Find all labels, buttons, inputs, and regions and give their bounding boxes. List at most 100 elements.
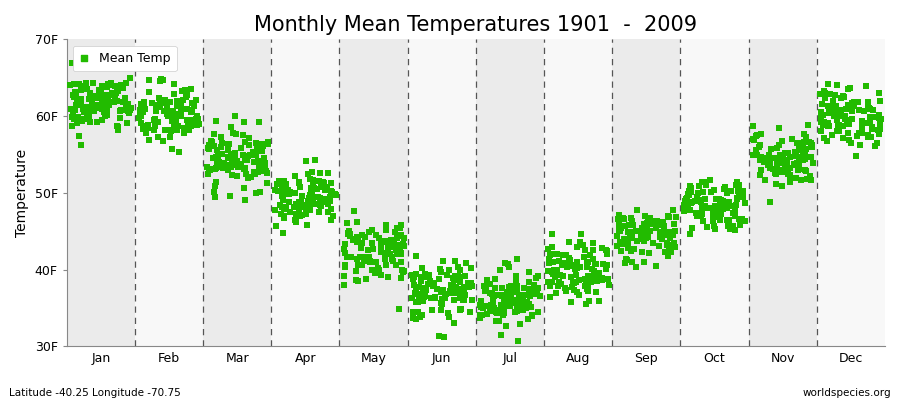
Point bbox=[706, 218, 721, 225]
Point bbox=[505, 284, 519, 290]
Point bbox=[289, 211, 303, 217]
Point bbox=[282, 198, 296, 205]
Point bbox=[703, 188, 717, 195]
Point bbox=[637, 259, 652, 265]
Point bbox=[82, 113, 96, 119]
Point bbox=[70, 120, 85, 126]
Point bbox=[854, 129, 868, 136]
Point bbox=[116, 85, 130, 92]
Point bbox=[354, 245, 368, 252]
Point bbox=[720, 205, 734, 211]
Point bbox=[473, 304, 488, 310]
Point bbox=[845, 103, 859, 109]
Point bbox=[763, 146, 778, 152]
Point bbox=[814, 109, 829, 115]
Point bbox=[277, 213, 292, 219]
Point bbox=[376, 238, 391, 244]
Point bbox=[406, 315, 420, 322]
Point bbox=[641, 233, 655, 240]
Point bbox=[512, 292, 526, 299]
Point bbox=[774, 168, 788, 175]
Point bbox=[634, 236, 648, 242]
Point bbox=[724, 187, 739, 194]
Point bbox=[210, 165, 224, 171]
Point bbox=[409, 316, 423, 323]
Point bbox=[688, 198, 702, 204]
Point bbox=[580, 286, 594, 292]
Point bbox=[397, 243, 411, 249]
Point bbox=[586, 247, 600, 253]
Point bbox=[237, 166, 251, 172]
Point bbox=[520, 299, 535, 306]
Bar bbox=[339, 39, 408, 346]
Point bbox=[478, 288, 492, 294]
Point bbox=[787, 161, 801, 168]
Point bbox=[258, 161, 273, 168]
Point bbox=[666, 207, 680, 213]
Point bbox=[310, 194, 325, 200]
Point bbox=[799, 168, 814, 174]
Point bbox=[379, 262, 393, 268]
Point bbox=[570, 289, 584, 296]
Point bbox=[713, 201, 727, 207]
Point bbox=[166, 123, 181, 129]
Point bbox=[509, 307, 524, 314]
Point bbox=[656, 232, 670, 238]
Point bbox=[132, 115, 147, 121]
Point bbox=[569, 279, 583, 286]
Point bbox=[165, 118, 179, 124]
Point bbox=[763, 161, 778, 167]
Point bbox=[600, 251, 615, 258]
Point bbox=[137, 124, 151, 130]
Point bbox=[204, 138, 219, 144]
Point bbox=[478, 287, 492, 293]
Point bbox=[180, 106, 194, 112]
Point bbox=[392, 225, 407, 231]
Point bbox=[74, 101, 88, 108]
Point bbox=[298, 202, 312, 208]
Point bbox=[80, 85, 94, 92]
Point bbox=[275, 193, 290, 200]
Point bbox=[378, 250, 392, 256]
Point bbox=[163, 134, 177, 140]
Text: Latitude -40.25 Longitude -70.75: Latitude -40.25 Longitude -70.75 bbox=[9, 388, 181, 398]
Point bbox=[292, 184, 307, 190]
Point bbox=[508, 308, 522, 315]
Point bbox=[437, 292, 452, 299]
Point bbox=[707, 203, 722, 209]
Point bbox=[214, 144, 229, 150]
Point bbox=[231, 162, 246, 168]
Point bbox=[185, 116, 200, 123]
Point bbox=[873, 98, 887, 104]
Point bbox=[447, 272, 462, 279]
Point bbox=[814, 112, 828, 119]
Point bbox=[817, 119, 832, 126]
Point bbox=[140, 123, 154, 129]
Point bbox=[163, 98, 177, 105]
Point bbox=[278, 204, 293, 210]
Point bbox=[505, 297, 519, 304]
Point bbox=[792, 143, 806, 149]
Point bbox=[872, 115, 886, 121]
Point bbox=[544, 244, 559, 250]
Point bbox=[566, 263, 580, 269]
Point bbox=[696, 218, 710, 224]
Point bbox=[727, 213, 742, 220]
Point bbox=[67, 94, 81, 100]
Point bbox=[238, 197, 252, 204]
Point bbox=[624, 248, 638, 254]
Point bbox=[804, 154, 818, 160]
Point bbox=[796, 150, 810, 156]
Point bbox=[88, 103, 103, 110]
Text: worldspecies.org: worldspecies.org bbox=[803, 388, 891, 398]
Point bbox=[845, 99, 859, 106]
Bar bbox=[135, 39, 203, 346]
Point bbox=[378, 222, 392, 228]
Point bbox=[831, 123, 845, 129]
Point bbox=[321, 209, 336, 216]
Point bbox=[550, 267, 564, 273]
Point bbox=[599, 247, 614, 253]
Point bbox=[655, 228, 670, 235]
Point bbox=[713, 217, 727, 224]
Point bbox=[449, 284, 464, 290]
